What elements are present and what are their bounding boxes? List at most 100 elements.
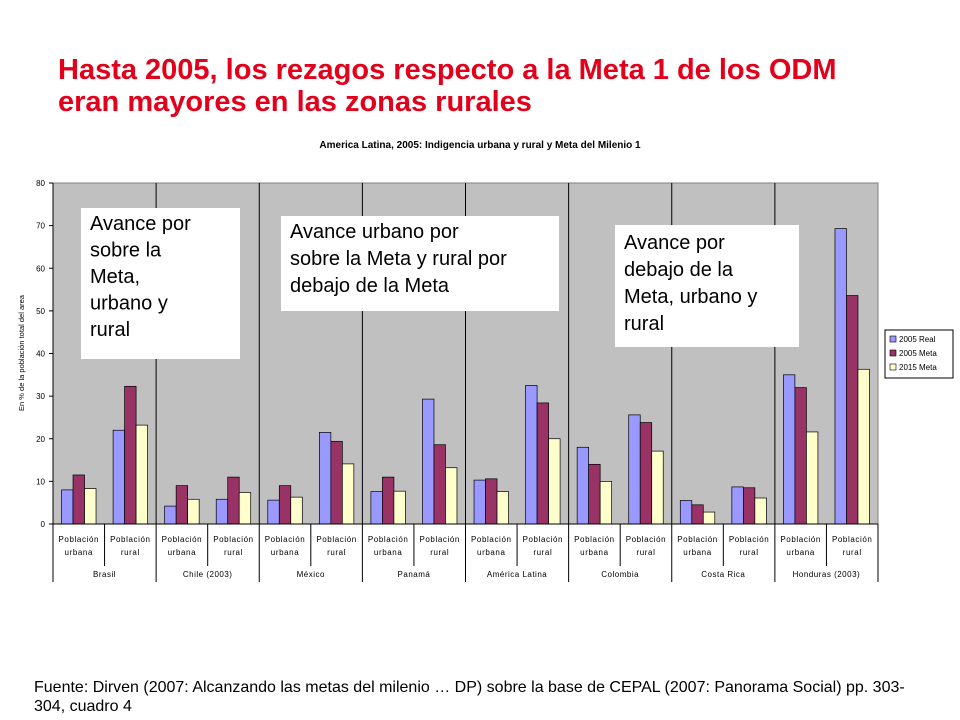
bar — [370, 491, 383, 525]
legend-swatch — [889, 363, 897, 371]
annotation-background — [281, 216, 559, 311]
annotation-text: debajo de la Meta — [290, 275, 450, 297]
bar — [124, 385, 137, 525]
bar — [742, 487, 756, 525]
x-tick-label: rural — [327, 548, 346, 557]
x-tick-label: rural — [430, 548, 449, 557]
annotation-text: sobre la — [90, 240, 162, 262]
x-tick-label: urbana — [374, 548, 403, 557]
bar — [61, 489, 74, 525]
annotation-background — [615, 225, 799, 347]
bar — [702, 511, 716, 525]
bar — [599, 481, 613, 525]
x-tick-label: Población — [265, 535, 306, 544]
annotation-text: Avance por — [624, 232, 725, 254]
bar — [794, 387, 807, 525]
x-tick-label: urbana — [477, 548, 506, 557]
x-tick-label: urbana — [683, 548, 712, 557]
bar — [588, 463, 601, 525]
x-tick-label: Población — [471, 535, 512, 544]
bar — [215, 498, 229, 525]
bar — [382, 476, 395, 525]
bar — [651, 450, 664, 525]
annotation-text: Meta, urbano y — [624, 286, 757, 308]
bar — [473, 479, 486, 525]
bar — [330, 440, 343, 525]
x-tick-label: Población — [316, 535, 357, 544]
x-tick-label: Población — [162, 535, 203, 544]
bar — [525, 385, 538, 525]
annotation-text: debajo de la — [624, 259, 734, 281]
y-tick-label: 70 — [36, 222, 45, 231]
x-tick-label: urbana — [580, 548, 609, 557]
x-tick-label: rural — [121, 548, 140, 557]
legend-box — [884, 329, 954, 379]
bar — [485, 478, 498, 525]
bar — [834, 228, 847, 525]
group-label: Costa Rica — [701, 570, 745, 579]
x-tick-label: Población — [677, 535, 718, 544]
legend-label: 2015 Meta — [899, 363, 937, 372]
x-tick-label: rural — [224, 548, 243, 557]
bar — [679, 500, 693, 525]
bar — [290, 496, 303, 525]
x-tick-label: urbana — [168, 548, 197, 557]
y-tick-label: 80 — [36, 179, 45, 188]
group-label: Chile (2003) — [183, 570, 233, 579]
x-tick-label: urbana — [271, 548, 300, 557]
bar — [639, 422, 653, 525]
annotation-text: Meta, — [90, 266, 140, 288]
source-line-2: 304, cuadro 4 — [34, 698, 132, 715]
annotation-text: rural — [624, 313, 664, 335]
bar — [783, 374, 796, 525]
slide-title-line-2: eran mayores en las zonas rurales — [58, 86, 532, 118]
annotation-text: Avance por — [90, 213, 191, 235]
x-tick-label: Población — [110, 535, 151, 544]
bar — [341, 463, 355, 525]
bar — [691, 504, 704, 525]
slide-title: Hasta 2005, los rezagos respecto a la Me… — [58, 54, 918, 118]
x-tick-label: Población — [59, 535, 100, 544]
x-tick-label: urbana — [786, 548, 815, 557]
bar — [112, 429, 125, 525]
group-label: México — [297, 570, 325, 579]
slide-title-line-1: Hasta 2005, los rezagos respecto a la Me… — [58, 54, 837, 86]
legend-swatch — [889, 335, 897, 343]
legend-label: 2005 Real — [899, 335, 936, 344]
x-tick-label: rural — [636, 548, 655, 557]
annotation-text: urbano y — [90, 293, 168, 315]
bar — [576, 446, 590, 525]
bar — [433, 444, 446, 525]
annotation-box: Avance por sobre la Meta, urbano y rural — [81, 208, 240, 359]
x-tick-label: rural — [843, 548, 862, 557]
bar — [806, 431, 819, 525]
bar — [72, 474, 85, 525]
bar — [164, 505, 177, 525]
y-tick-label: 10 — [36, 477, 45, 486]
group-label: Honduras (2003) — [793, 570, 861, 579]
y-tick-label: 0 — [41, 520, 46, 529]
bar — [318, 432, 332, 525]
x-tick-label: Población — [729, 535, 770, 544]
x-tick-label: Población — [523, 535, 564, 544]
annotation-background — [81, 208, 240, 359]
x-tick-label: rural — [740, 548, 759, 557]
bar — [857, 368, 870, 525]
bar — [445, 467, 458, 525]
bar — [175, 485, 189, 525]
x-tick-label: Población — [213, 535, 254, 544]
bar — [267, 499, 280, 525]
bar — [278, 485, 292, 525]
bar — [227, 476, 240, 525]
x-tick-label: Población — [368, 535, 409, 544]
bar — [422, 398, 435, 525]
x-tick-label: rural — [533, 548, 552, 557]
group-label: Panamá — [398, 570, 431, 579]
bar — [135, 424, 148, 525]
bar — [731, 486, 744, 525]
group-label: Brasil — [93, 570, 116, 579]
annotation-box: Avance urbano por sobre la Meta y rural p… — [281, 216, 559, 311]
group-label: América Latina — [487, 570, 547, 579]
source-note: Fuente: Dirven (2007: Alcanzando las met… — [34, 678, 934, 716]
chart-title: America Latina, 2005: Indigencia urbana … — [319, 140, 641, 151]
